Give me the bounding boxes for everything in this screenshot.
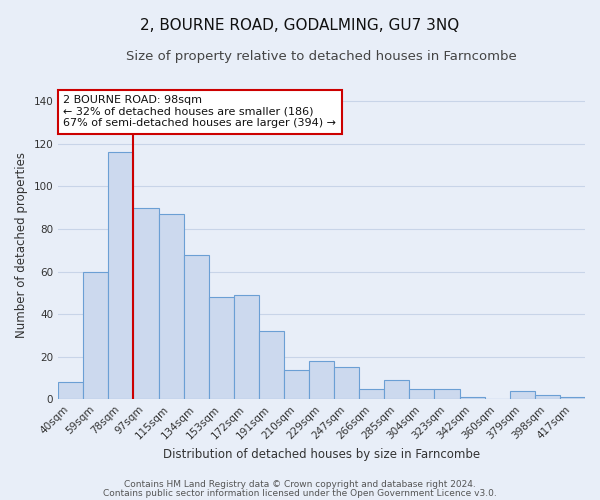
Text: Contains HM Land Registry data © Crown copyright and database right 2024.: Contains HM Land Registry data © Crown c… xyxy=(124,480,476,489)
Text: Contains public sector information licensed under the Open Government Licence v3: Contains public sector information licen… xyxy=(103,489,497,498)
Bar xyxy=(184,254,209,400)
Bar xyxy=(334,368,359,400)
Bar xyxy=(309,361,334,400)
Bar xyxy=(535,395,560,400)
Title: Size of property relative to detached houses in Farncombe: Size of property relative to detached ho… xyxy=(126,50,517,63)
Bar xyxy=(209,297,234,400)
Bar xyxy=(460,397,485,400)
Bar xyxy=(259,331,284,400)
Bar xyxy=(510,391,535,400)
Bar xyxy=(158,214,184,400)
Bar xyxy=(434,388,460,400)
Bar xyxy=(560,397,585,400)
Bar xyxy=(58,382,83,400)
Bar xyxy=(359,388,385,400)
Bar xyxy=(385,380,409,400)
Bar xyxy=(109,152,133,400)
Text: 2 BOURNE ROAD: 98sqm
← 32% of detached houses are smaller (186)
67% of semi-deta: 2 BOURNE ROAD: 98sqm ← 32% of detached h… xyxy=(64,95,337,128)
Bar xyxy=(83,272,109,400)
Bar xyxy=(133,208,158,400)
Y-axis label: Number of detached properties: Number of detached properties xyxy=(15,152,28,338)
Bar xyxy=(284,370,309,400)
Text: 2, BOURNE ROAD, GODALMING, GU7 3NQ: 2, BOURNE ROAD, GODALMING, GU7 3NQ xyxy=(140,18,460,32)
Bar xyxy=(234,295,259,400)
Bar xyxy=(409,388,434,400)
X-axis label: Distribution of detached houses by size in Farncombe: Distribution of detached houses by size … xyxy=(163,448,480,461)
